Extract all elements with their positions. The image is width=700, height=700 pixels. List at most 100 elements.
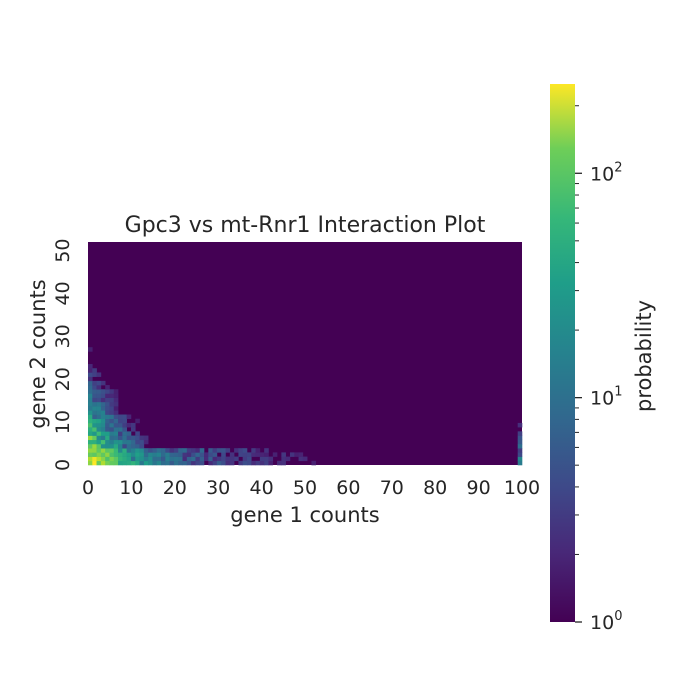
heatmap-cell — [221, 452, 226, 457]
heatmap-cell — [92, 393, 97, 398]
heatmap-cell — [204, 456, 209, 462]
heatmap-cell — [130, 452, 136, 457]
heatmap-cell — [130, 427, 136, 432]
heatmap-cell — [96, 418, 102, 424]
heatmap-cell — [238, 452, 243, 457]
heatmap-cell — [100, 414, 106, 420]
heatmap-cell — [148, 448, 153, 453]
heatmap-cell — [259, 460, 265, 466]
heatmap-cell — [272, 452, 278, 457]
heatmap-cell — [122, 422, 127, 428]
heatmap-cell — [264, 452, 269, 457]
heatmap-cell — [169, 448, 175, 453]
heatmap-cell — [178, 452, 183, 457]
heatmap-cell — [139, 452, 145, 457]
heatmap-cell — [225, 448, 231, 453]
heatmap-cell — [242, 456, 248, 462]
x-tick-label: 30 — [206, 477, 230, 499]
heatmap-cell — [302, 456, 308, 462]
heatmap-cell — [109, 414, 115, 420]
heatmap-cell — [92, 431, 97, 436]
heatmap-cell — [139, 448, 145, 453]
heatmap-cell — [182, 460, 188, 466]
heatmap-cell — [118, 418, 123, 424]
heatmap-cell — [143, 448, 149, 453]
heatmap-cell — [126, 456, 132, 462]
heatmap-cell — [109, 439, 115, 445]
heatmap-cell — [92, 385, 97, 390]
x-tick-label: 70 — [380, 477, 404, 499]
heatmap-cell — [113, 414, 119, 420]
heatmap-cell — [195, 460, 201, 466]
heatmap-cell — [109, 401, 115, 407]
x-tick-label: 50 — [293, 477, 317, 499]
heatmap-cell — [92, 401, 97, 407]
heatmap-cell — [118, 431, 123, 436]
heatmap-cell — [143, 439, 149, 445]
heatmap-cell — [96, 397, 102, 403]
heatmap-cell — [88, 401, 93, 407]
heatmap-cell — [281, 452, 286, 457]
heatmap-cell — [113, 456, 119, 462]
heatmap-cell — [152, 456, 158, 462]
heatmap-cell — [264, 456, 269, 462]
heatmap-cell — [109, 460, 115, 466]
heatmap-cell — [88, 347, 93, 352]
heatmap-cell — [113, 435, 119, 441]
heatmap-cell — [148, 456, 153, 462]
heatmap-cell — [255, 452, 261, 457]
y-tick-label: 10 — [52, 410, 74, 434]
x-tick-label: 60 — [336, 477, 360, 499]
heatmap-cell — [88, 414, 93, 420]
heatmap-cell — [225, 460, 231, 466]
heatmap-cell — [251, 452, 256, 457]
heatmap-cell — [169, 456, 175, 462]
heatmap-cell — [238, 448, 243, 453]
heatmap-cell — [199, 456, 205, 462]
heatmap-cell — [195, 456, 201, 462]
heatmap-cell — [88, 460, 93, 466]
heatmap-cell — [156, 448, 162, 453]
heatmap-cell — [88, 376, 93, 382]
heatmap-cell — [251, 448, 256, 453]
heatmap-cell — [96, 380, 102, 386]
heatmap-cell — [143, 435, 149, 441]
heatmap-cell — [156, 456, 162, 462]
heatmap-cell — [88, 456, 93, 462]
heatmap-cell — [225, 456, 231, 462]
heatmap-cell — [135, 439, 140, 445]
heatmap-cell — [135, 452, 140, 457]
heatmap-cell — [212, 460, 218, 466]
heatmap-cell — [186, 456, 192, 462]
heatmap-cell — [139, 435, 145, 441]
heatmap-cell — [100, 401, 106, 407]
heatmap-cell — [113, 443, 119, 449]
heatmap-cell — [130, 439, 136, 445]
heatmap-cell — [178, 460, 183, 466]
heatmap-cell — [92, 435, 97, 441]
heatmap-cell — [92, 418, 97, 424]
heatmap-cell — [105, 414, 110, 420]
heatmap-cell — [122, 435, 127, 441]
heatmap-cell — [109, 397, 115, 403]
heatmap-cell — [109, 443, 115, 449]
heatmap-cell — [259, 452, 265, 457]
y-tick-label: 20 — [52, 367, 74, 391]
heatmap-cell — [234, 448, 239, 453]
heatmap-cell — [130, 443, 136, 449]
heatmap-cell — [122, 427, 127, 432]
heatmap-cell — [242, 452, 248, 457]
heatmap-cell — [92, 372, 97, 377]
heatmap-cell — [105, 439, 110, 445]
heatmap-cell — [96, 393, 102, 398]
heatmap-cell — [105, 422, 110, 428]
heatmap-cell — [88, 435, 93, 441]
heatmap-cell — [100, 418, 106, 424]
heatmap-background — [88, 242, 522, 465]
heatmap-cell — [199, 452, 205, 457]
x-axis-ticks: 0 10 20 30 40 50 60 70 80 90 100 — [82, 477, 540, 499]
colorbar-tick-label: 102 — [590, 160, 622, 185]
heatmap-cell — [216, 460, 222, 466]
heatmap-cell — [113, 427, 119, 432]
